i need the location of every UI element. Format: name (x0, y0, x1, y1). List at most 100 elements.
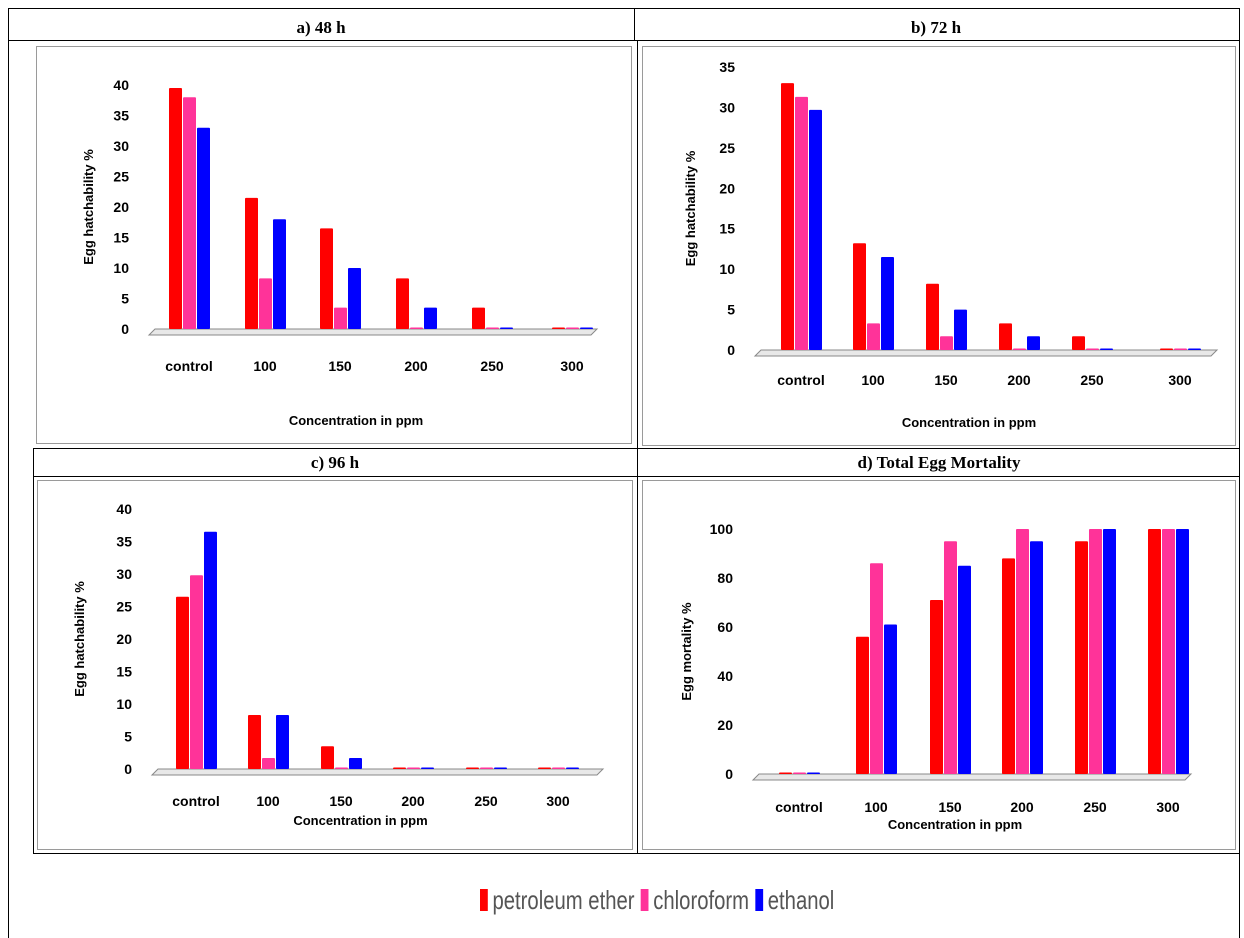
x-tick-label: 150 (329, 793, 353, 809)
bar (204, 531, 217, 769)
divider-vertical-lower (637, 476, 638, 853)
y-tick-label: 10 (116, 696, 132, 712)
y-tick-label: 20 (113, 199, 129, 215)
bar (248, 715, 261, 769)
divider-vertical-upper (637, 40, 638, 448)
y-tick-label: 0 (124, 761, 132, 777)
bar (396, 278, 409, 329)
x-tick-label: 150 (938, 799, 962, 815)
chart-floor (150, 768, 605, 776)
divider-middle-lower (33, 476, 1240, 477)
bar (884, 624, 897, 774)
legend-item-petroleum-ether: petroleum ether (480, 885, 635, 916)
y-tick-label: 15 (719, 221, 735, 237)
bar (926, 283, 939, 350)
legend-item-ethanol: ethanol (755, 885, 834, 916)
x-tick-label: 100 (861, 372, 885, 388)
bar (781, 83, 794, 350)
bar (1086, 348, 1099, 350)
legend: petroleum ether chloroform ethanol (480, 880, 834, 920)
bar (273, 219, 286, 329)
bar (853, 243, 866, 350)
bar (999, 323, 1012, 350)
legend-swatch-petroleum-ether (480, 889, 488, 911)
y-tick-label: 20 (116, 631, 132, 647)
divider-vertical-mid (637, 448, 638, 476)
y-tick-label: 5 (121, 291, 129, 307)
bar (552, 327, 565, 329)
y-tick-label: 15 (116, 664, 132, 680)
panel-title-d: d) Total Egg Mortality (857, 453, 1021, 472)
x-tick-label: 100 (253, 358, 277, 374)
chart-d-svg: 0 20 40 60 80 100 control 100 150 200 250 300 Concen… (679, 521, 1193, 832)
y-tick-label: 0 (727, 342, 735, 358)
bar (480, 767, 493, 769)
x-tick-label: 200 (404, 358, 428, 374)
x-tick-label: 300 (1168, 372, 1192, 388)
x-axis-label: Concentration in ppm (293, 813, 427, 828)
x-tick-label: 300 (546, 793, 570, 809)
bar (793, 772, 806, 774)
chart-a: 0 5 10 15 20 25 30 35 40 control 100 150 200 250 300 Co… (36, 46, 632, 444)
x-tick-label: 250 (480, 358, 504, 374)
chart-floor (751, 773, 1193, 781)
bar (538, 767, 551, 769)
bar (958, 565, 971, 774)
bar (809, 109, 822, 351)
bar (410, 327, 423, 329)
bar (1027, 336, 1040, 350)
bar (870, 563, 883, 774)
x-tick-label: control (775, 799, 822, 815)
y-tick-label: 40 (113, 77, 129, 93)
bar (276, 715, 289, 769)
bar (1089, 529, 1102, 774)
x-axis-label: Concentration in ppm (289, 413, 423, 428)
bar (335, 767, 348, 769)
chart-b: 0 5 10 15 20 25 30 35 control 100 150 200 250 300 Conc… (642, 46, 1236, 446)
y-tick-label: 25 (113, 169, 129, 185)
bar (795, 96, 808, 350)
panel-title-a: a) 48 h (296, 18, 346, 37)
bar (348, 268, 361, 329)
bar (552, 767, 565, 769)
legend-label-ethanol: ethanol (767, 884, 835, 915)
x-tick-label: 300 (560, 358, 584, 374)
x-tick-label: 200 (401, 793, 425, 809)
x-tick-label: 200 (1007, 372, 1031, 388)
bar (1103, 529, 1116, 774)
chart-b-svg: 0 5 10 15 20 25 30 35 control 100 150 200 250 300 Conc… (683, 59, 1219, 430)
x-tick-label: 150 (934, 372, 958, 388)
y-tick-label: 15 (113, 230, 129, 246)
x-tick-label: 100 (864, 799, 888, 815)
y-tick-label: 35 (116, 534, 132, 550)
bar (1075, 541, 1088, 774)
bar (245, 197, 258, 329)
chart-floor (147, 328, 599, 336)
legend-label-petroleum-ether: petroleum ether (492, 884, 635, 915)
bar (1072, 336, 1085, 350)
x-tick-label: 250 (1083, 799, 1107, 815)
y-tick-label: 40 (116, 501, 132, 517)
bar (466, 767, 479, 769)
figure-frame (8, 8, 1240, 938)
bar (580, 327, 593, 329)
x-axis-label: Concentration in ppm (902, 415, 1036, 430)
y-tick-label: 25 (719, 140, 735, 156)
y-tick-label: 20 (719, 180, 735, 196)
divider-top (8, 40, 1240, 41)
chart-c-svg: 0 5 10 15 20 25 30 35 40 control 100 150 200 250 300 Co… (72, 501, 605, 828)
bar (1002, 558, 1015, 774)
bar (1160, 348, 1173, 350)
x-tick-label: 100 (256, 793, 280, 809)
x-axis-label: Concentration in ppm (888, 817, 1022, 832)
bar (321, 746, 334, 769)
bar (1013, 348, 1026, 350)
y-axis-label: Egg hatchability % (81, 149, 96, 265)
chart-a-svg: 0 5 10 15 20 25 30 35 40 control 100 150 200 250 300 Co… (81, 77, 599, 428)
bar (566, 767, 579, 769)
y-tick-label: 80 (717, 570, 733, 586)
divider-left-lower (33, 448, 34, 853)
bar (190, 575, 203, 769)
y-tick-label: 40 (717, 668, 733, 684)
y-tick-label: 30 (719, 99, 735, 115)
